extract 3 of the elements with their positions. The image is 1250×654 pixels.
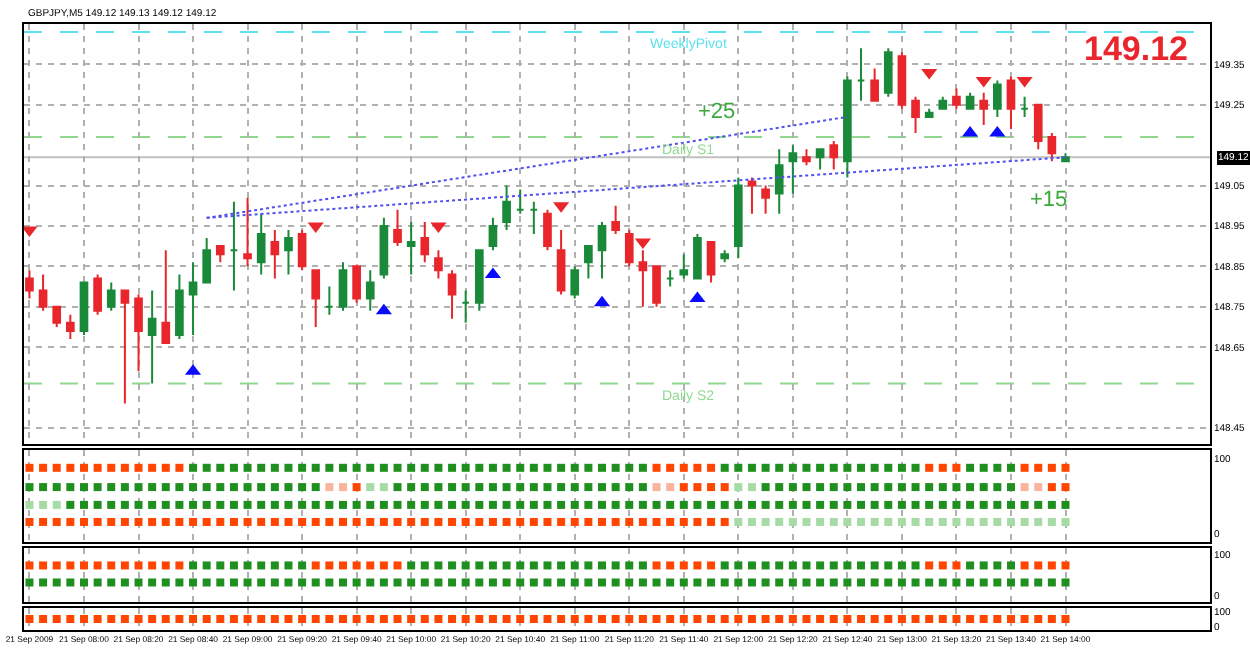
annotation: +25 [698,100,736,124]
annotation: +15 [1030,188,1068,212]
annotation: 149.12 [1084,30,1188,68]
